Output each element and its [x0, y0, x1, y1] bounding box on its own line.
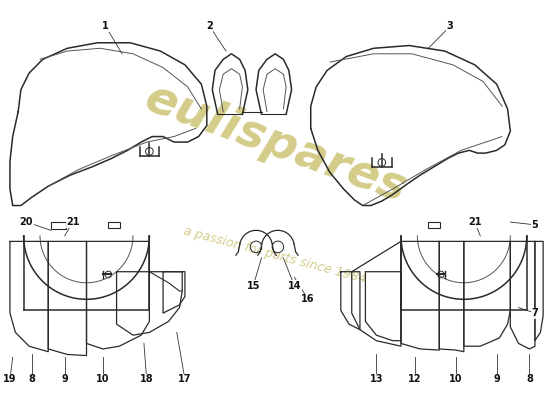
Text: 2: 2 [206, 21, 213, 31]
Text: a passion for parts since 1984: a passion for parts since 1984 [183, 225, 368, 286]
Text: 10: 10 [449, 374, 463, 384]
Text: 13: 13 [370, 374, 383, 384]
Text: 20: 20 [20, 217, 33, 227]
Text: 9: 9 [61, 374, 68, 384]
Text: 9: 9 [493, 374, 500, 384]
Text: 3: 3 [447, 21, 454, 31]
Text: 16: 16 [301, 294, 315, 304]
Text: 7: 7 [531, 308, 538, 318]
Text: 21: 21 [66, 217, 80, 227]
Text: 19: 19 [3, 374, 16, 384]
Text: 8: 8 [526, 374, 533, 384]
Text: 21: 21 [468, 217, 482, 227]
Text: 12: 12 [408, 374, 421, 384]
Text: 17: 17 [178, 374, 192, 384]
Text: 18: 18 [140, 374, 153, 384]
Text: 5: 5 [531, 220, 538, 230]
Text: 10: 10 [96, 374, 109, 384]
Text: 14: 14 [288, 280, 301, 290]
Text: 15: 15 [246, 280, 260, 290]
Text: 8: 8 [29, 374, 35, 384]
Text: eulispares: eulispares [138, 76, 412, 213]
Text: 1: 1 [102, 21, 109, 31]
